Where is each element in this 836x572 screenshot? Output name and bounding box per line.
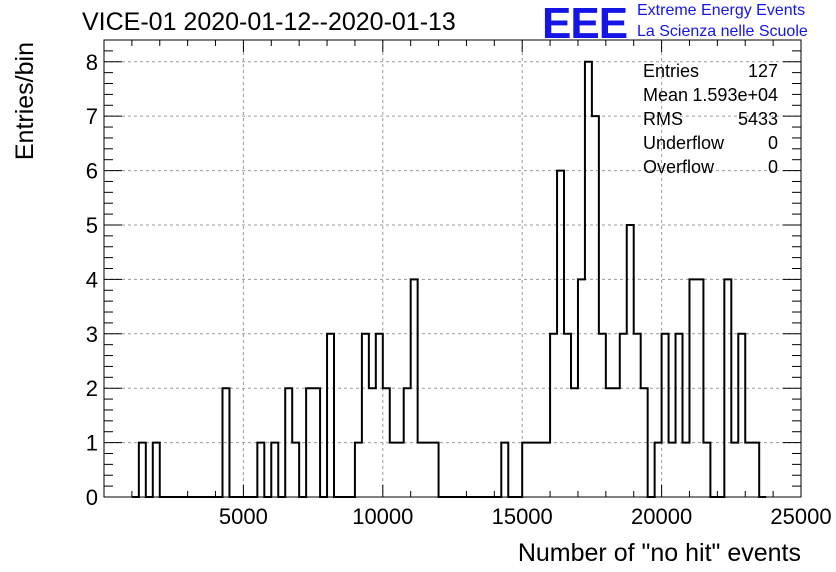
logo-caption-line1: Extreme Energy Events <box>637 2 806 19</box>
stats-label: Underflow <box>643 133 725 153</box>
eee-logo: EEE <box>542 0 628 48</box>
y-tick-label: 3 <box>86 322 98 347</box>
stats-label: RMS <box>643 109 683 129</box>
plot-frame <box>103 39 802 498</box>
plot-title: VICE-01 2020-01-12--2020-01-13 <box>82 8 456 36</box>
y-tick-label: 8 <box>86 50 98 75</box>
stats-box: Entries 127 Mean 1.593e+04 RMS 5433 Underflow 0… <box>643 61 778 177</box>
stats-value: 0 <box>768 133 778 153</box>
stats-value: 5433 <box>738 109 778 129</box>
y-tick-label: 0 <box>86 485 98 510</box>
y-tick-label: 5 <box>86 213 98 238</box>
stats-label: Overflow <box>643 157 715 177</box>
y-tick-label: 4 <box>86 267 98 292</box>
y-tick-label: 1 <box>86 431 98 456</box>
y-axis-label: Entries/bin <box>11 42 39 160</box>
logo-caption-line2: La Scienza nelle Scuole <box>637 23 808 40</box>
x-tick-label: 15000 <box>492 504 553 529</box>
x-tick-label: 5000 <box>219 504 268 529</box>
y-tick-label: 2 <box>86 376 98 401</box>
stats-value: 1.593e+04 <box>692 85 778 105</box>
x-tick-label: 25000 <box>770 504 831 529</box>
stats-label: Entries <box>643 61 699 81</box>
stats-label: Mean <box>643 85 688 105</box>
y-tick-label: 7 <box>86 104 98 129</box>
histogram-bars <box>131 60 767 498</box>
histogram-outline <box>131 60 767 498</box>
stats-value: 127 <box>748 61 778 81</box>
axes: 5000 10000 15000 20000 25000 0 1 2 3 4 5 6 7 8 <box>86 39 832 529</box>
y-tick-label: 6 <box>86 159 98 184</box>
x-tick-label: 10000 <box>352 504 413 529</box>
x-axis-label: Number of "no hit" events <box>518 539 801 567</box>
grid-lines <box>104 40 801 497</box>
x-tick-label: 20000 <box>631 504 692 529</box>
stats-value: 0 <box>768 157 778 177</box>
